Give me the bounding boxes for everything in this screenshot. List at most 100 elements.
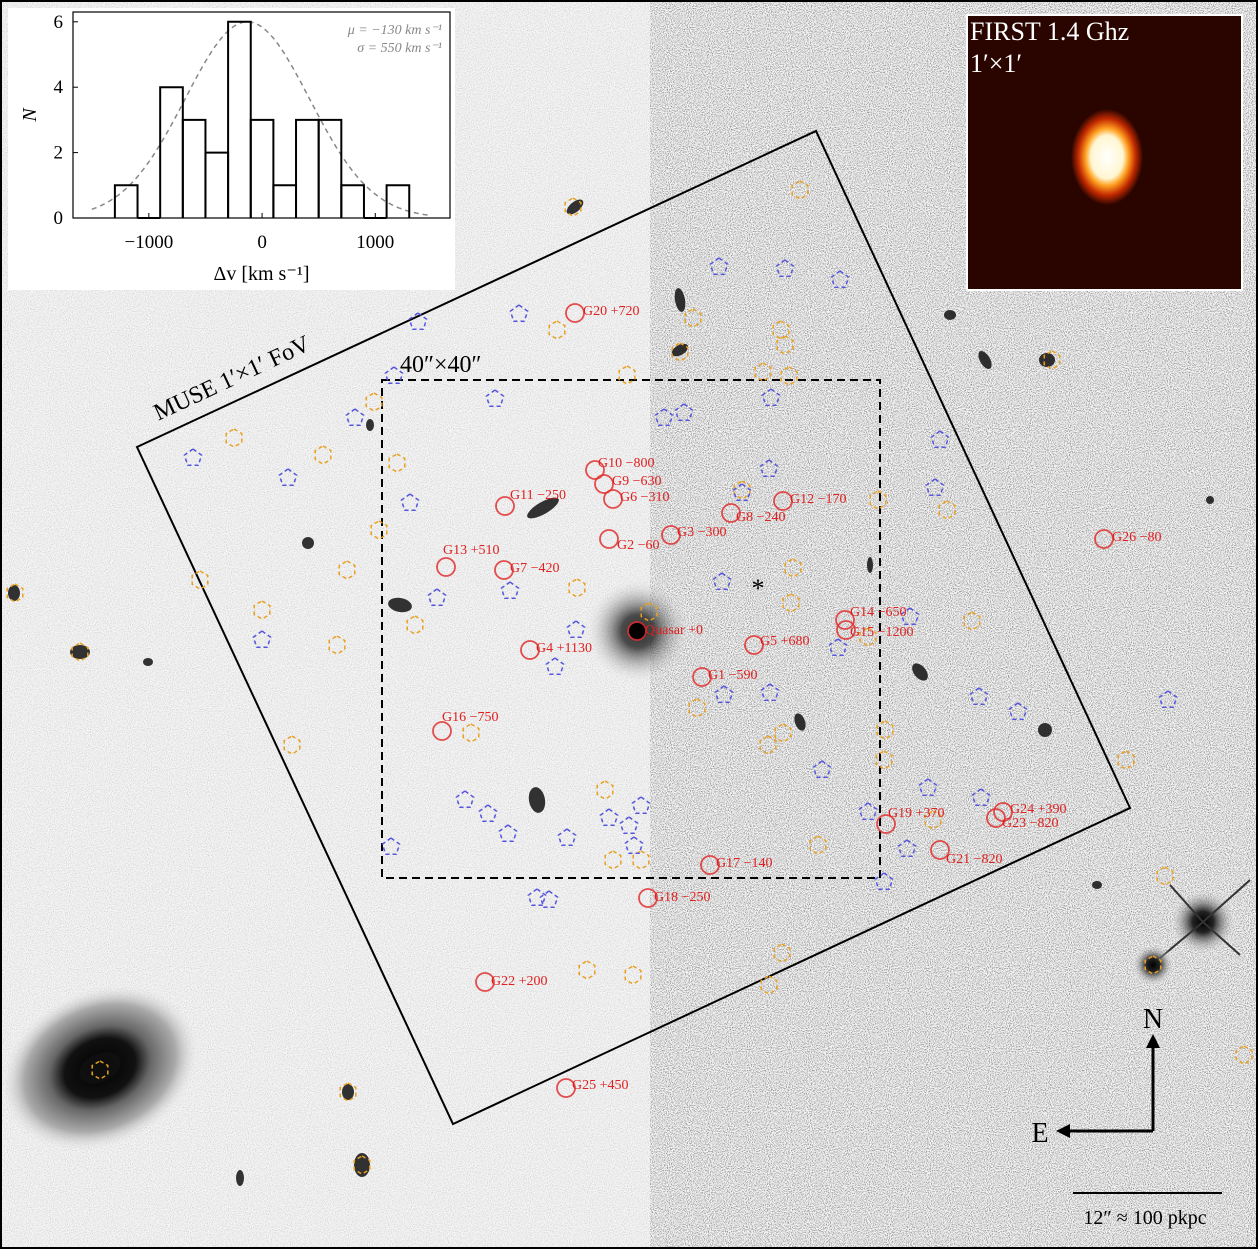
orange-marker (869, 490, 887, 510)
blue-marker (619, 816, 639, 835)
blue-marker (930, 430, 950, 449)
galaxy-circle (585, 460, 605, 480)
galaxy-blob (912, 663, 928, 681)
galaxy-label: G19 +370 (888, 806, 945, 821)
histogram-panel (8, 8, 455, 290)
galaxy-blob (566, 199, 584, 215)
orange-marker (776, 335, 794, 355)
galaxy-circle (475, 972, 495, 992)
blue-marker (858, 802, 878, 821)
blue-marker (183, 448, 203, 467)
galaxy-blob (236, 1170, 244, 1186)
blue-marker (874, 872, 894, 891)
orange-marker (71, 642, 89, 662)
galaxy-label: G16 −750 (442, 710, 499, 725)
scale-label: 12″ ≈ 100 pkpc (1083, 1207, 1206, 1229)
galaxy-label: G9 −630 (612, 474, 662, 489)
galaxy-label: G18 −250 (654, 890, 711, 905)
galaxy-label: G6 −310 (620, 490, 670, 505)
galaxy-blob (302, 537, 314, 549)
orange-marker (406, 615, 424, 635)
east-arrowhead (1056, 1124, 1070, 1138)
orange-marker (875, 750, 893, 770)
blue-marker (714, 685, 734, 704)
orange-marker (780, 366, 798, 386)
annotation: σ = 550 km s⁻¹ (357, 41, 442, 56)
east-label: E (1031, 1118, 1048, 1149)
orange-marker (772, 320, 790, 340)
galaxy-circle (836, 620, 856, 640)
orange-marker (784, 558, 802, 578)
y-axis-label: N (19, 107, 41, 123)
galaxy-label: G12 −170 (790, 492, 847, 507)
galaxy-circle (1094, 529, 1114, 549)
galaxy-blob (794, 713, 806, 731)
orange-marker (938, 500, 956, 520)
background-galaxies (8, 199, 1214, 1186)
orange-marker (733, 480, 751, 500)
quasar-core (629, 622, 647, 640)
galaxy-label: G13 +510 (443, 543, 500, 558)
blue-marker (408, 312, 428, 331)
orange-marker (963, 611, 981, 631)
blue-marker (897, 839, 917, 858)
radio-source (1071, 109, 1143, 205)
north-arrowhead (1146, 1034, 1160, 1048)
galaxy-label: G22 +200 (491, 974, 548, 989)
fit-curve (91, 21, 432, 217)
blue-marker (400, 493, 420, 512)
orange-marker (632, 850, 650, 870)
galaxy-circle (556, 1078, 576, 1098)
blue-marker (775, 259, 795, 278)
galaxy-circle (436, 557, 456, 577)
orange-marker (684, 308, 702, 328)
galaxy-label: G8 −240 (736, 510, 786, 525)
galaxy-circle (520, 640, 540, 660)
orange-marker (6, 583, 24, 603)
galaxy-blob (1092, 881, 1102, 889)
galaxy-label: G20 +720 (583, 304, 640, 319)
orange-marker (759, 735, 777, 755)
orange-marker (876, 720, 894, 740)
galaxy-label: G25 +450 (572, 1078, 629, 1093)
orange-marker (773, 943, 791, 963)
galaxy-blob (671, 343, 689, 357)
histogram-bin (340, 184, 365, 218)
galaxy-blob (1206, 496, 1214, 504)
galaxy-blob (79, 1052, 121, 1084)
y-tick-label: 2 (54, 143, 64, 164)
orange-marker (568, 578, 586, 598)
orange-marker (338, 560, 356, 580)
orange-marker (604, 850, 622, 870)
orange-marker (253, 600, 271, 620)
orange-marker (353, 1155, 371, 1175)
orange-marker (1144, 955, 1162, 975)
blue-marker (971, 788, 991, 807)
galaxy-circle (986, 808, 1006, 828)
galaxy-label: G4 +1130 (536, 641, 592, 656)
histogram-bin (317, 118, 343, 218)
orange-marker (462, 723, 480, 743)
blue-marker (759, 459, 779, 478)
galaxy-blob (70, 645, 90, 659)
galaxy-label: G24 +390 (1010, 802, 1067, 817)
galaxy-label: G11 −250 (510, 488, 566, 503)
blue-marker (900, 607, 920, 626)
orange-marker (618, 365, 636, 385)
star-spikes (1159, 879, 1251, 959)
galaxy-blob (366, 419, 374, 431)
blue-marker (384, 366, 404, 385)
orange-marker (809, 835, 827, 855)
x-tick-label: −1000 (124, 232, 173, 253)
blue-marker (732, 483, 752, 502)
blue-marker (830, 270, 850, 289)
blue-marker (252, 630, 272, 649)
galaxy-circle (721, 503, 741, 523)
orange-marker (859, 627, 877, 647)
galaxy-circle (603, 489, 623, 509)
orange-marker (370, 520, 388, 540)
orange-marker (1043, 350, 1061, 370)
orange-marker (1235, 1045, 1253, 1065)
radio-title: FIRST 1.4 Ghz (970, 17, 1129, 46)
